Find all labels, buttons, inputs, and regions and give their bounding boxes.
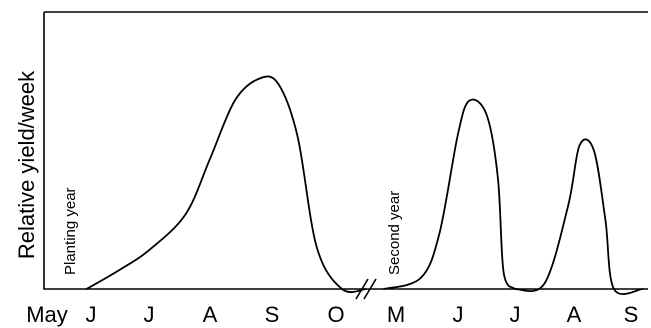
curve-first-year [85, 75, 367, 293]
y-axis-label: Relative yield/week [14, 70, 39, 259]
x-tick-label: J [453, 302, 464, 327]
second-year-annotation: Second year [386, 191, 403, 275]
x-tick-label: J [510, 302, 521, 327]
x-tick-label: May [26, 302, 68, 327]
curve-second-year-cut-1 [383, 98, 516, 290]
curve-second-year-cut-2 [514, 138, 644, 295]
axis-break-slash [355, 278, 369, 300]
axis-break-slash [363, 278, 377, 300]
x-tick-label: S [624, 302, 639, 327]
x-tick-label: A [203, 302, 218, 327]
axis-break-mark [355, 278, 377, 300]
x-tick-label: O [327, 302, 344, 327]
x-tick-label: M [387, 302, 405, 327]
x-tick-label: J [86, 302, 97, 327]
x-tick-label: A [567, 302, 582, 327]
x-tick-labels: May J J A S O M J J A S [26, 302, 638, 327]
axis-lines [43, 11, 648, 290]
x-tick-label: J [144, 302, 155, 327]
yield-curves [85, 75, 644, 295]
plot-frame [43, 11, 648, 290]
x-tick-label: S [265, 302, 280, 327]
planting-year-annotation: Planting year [62, 187, 79, 275]
